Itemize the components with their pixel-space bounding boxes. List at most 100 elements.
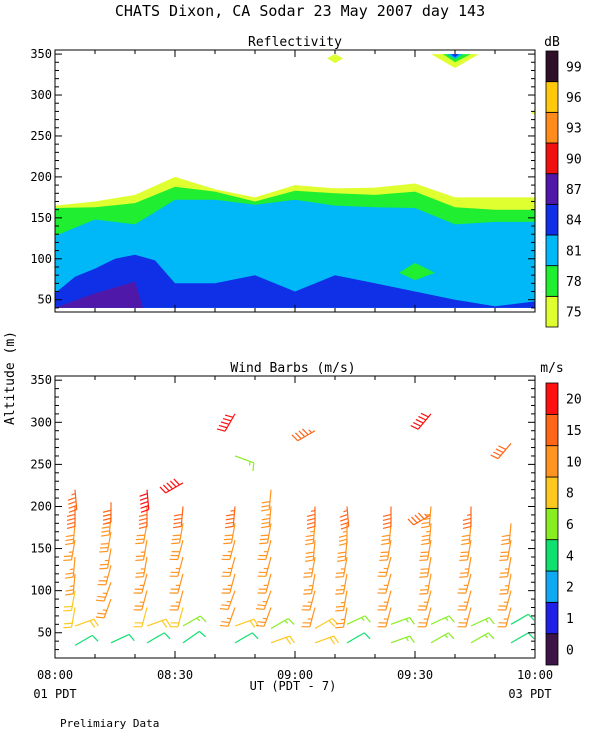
wind-barb — [173, 506, 184, 529]
wind-barb — [301, 607, 316, 628]
wind-barb-feather — [68, 501, 77, 505]
wind-barb — [419, 556, 432, 578]
wind-barb-feather — [95, 616, 105, 619]
wind-y-tick-label: 300 — [30, 415, 52, 429]
wind-barb-feather — [306, 525, 316, 530]
wind-barb-feather — [305, 559, 314, 562]
wind-barb-shaft — [229, 539, 236, 560]
wind-barb-feather — [303, 588, 313, 591]
wind-barb — [335, 573, 348, 595]
wind-barb-feather — [363, 632, 371, 640]
wind-legend-label: 8 — [566, 487, 574, 502]
reflectivity-legend-swatch — [545, 111, 559, 144]
reflectivity-legend-label: 75 — [566, 306, 582, 321]
wind-barb-feather — [165, 618, 171, 627]
wind-y-tick-label: 50 — [38, 626, 52, 640]
wind-barb-feather — [97, 612, 106, 615]
wind-legend-swatch — [545, 382, 559, 415]
wind-barb-feather — [139, 493, 148, 497]
wind-barb-shaft — [506, 540, 512, 560]
wind-barb-shaft — [74, 618, 94, 627]
wind-barb — [135, 540, 148, 562]
wind-barb — [499, 540, 512, 562]
reflectivity-legend-label: 87 — [566, 183, 582, 198]
wind-barb-shaft — [508, 523, 512, 544]
wind-barb-feather — [335, 572, 345, 574]
wind-barb — [510, 613, 535, 625]
wind-barb-feather — [410, 425, 419, 430]
wind-barb-feather — [102, 509, 112, 513]
wind-barb-feather — [289, 635, 295, 644]
reflectivity-legend-swatch — [545, 173, 559, 205]
wind-barb-feather — [447, 632, 455, 640]
wind-barb-feather — [306, 521, 316, 526]
wind-barb-feather — [461, 538, 470, 542]
reflectivity-legend-label: 78 — [566, 275, 582, 290]
wind-barb-shaft — [265, 539, 272, 560]
wind-barb — [499, 573, 512, 595]
wind-barb — [377, 590, 392, 611]
wind-barb — [421, 506, 432, 529]
wind-barb-feather — [381, 534, 391, 538]
wind-barb-feather — [462, 517, 472, 522]
wind-barb-shaft — [386, 540, 392, 560]
wind-barb-feather — [335, 622, 345, 625]
wind-barb-feather — [285, 637, 292, 645]
wind-barb-feather — [419, 555, 429, 558]
wind-barb-shaft — [497, 442, 512, 460]
wind-barb-feather — [261, 501, 271, 504]
wind-barb-feather — [459, 559, 468, 562]
wind-barb-feather — [335, 588, 345, 591]
wind-barb — [255, 590, 272, 611]
wind-barb-feather — [171, 538, 181, 541]
wind-barb-feather — [261, 504, 270, 508]
wind-barb-feather — [255, 624, 265, 627]
wind-barb-feather — [219, 607, 229, 611]
wind-barb-feather — [261, 525, 270, 529]
wind-barb — [407, 512, 432, 526]
wind-barb-shaft — [470, 632, 489, 644]
wind-barb — [314, 618, 339, 630]
wind-barb-feather — [140, 501, 149, 505]
wind-barb-feather — [199, 615, 207, 623]
wind-barb — [457, 573, 472, 594]
wind-barb-feather — [171, 542, 180, 545]
wind-barb — [381, 523, 392, 546]
wind-barb-half-feather — [310, 530, 315, 533]
reflectivity-legend: 75 78 81 84 87 90 93 96 99 — [545, 50, 582, 328]
wind-barb-shaft — [390, 635, 410, 644]
wind-barbs-y-axis: 50 100 150 200 250 300 350 — [30, 373, 535, 659]
reflectivity-legend-label: 90 — [566, 152, 582, 167]
reflectivity-legend-swatch — [545, 142, 559, 175]
wind-barb-half-feather — [196, 617, 201, 622]
wind-barb-half-feather — [466, 513, 472, 517]
wind-barb-feather — [298, 430, 306, 438]
wind-barb-shaft — [428, 523, 432, 544]
wind-barb-feather — [305, 538, 314, 542]
reflectivity-units-label: dB — [544, 35, 560, 50]
reflectivity-legend-label: 96 — [566, 91, 582, 106]
wind-barb-feather — [460, 551, 469, 554]
wind-barb — [270, 618, 295, 630]
wind-barb — [377, 607, 392, 628]
wind-barb — [95, 598, 112, 619]
wind-barb-shaft — [426, 556, 432, 577]
wind-barb-feather — [417, 512, 425, 520]
wind-barb-feather — [382, 513, 392, 518]
wind-barb-feather — [338, 542, 348, 546]
reflectivity-legend-swatch — [545, 265, 559, 297]
wind-barb-feather — [65, 542, 74, 546]
wind-legend-swatch — [545, 601, 559, 635]
wind-barb-feather — [527, 613, 535, 621]
wind-barb-shaft — [465, 590, 472, 611]
wind-legend-label: 2 — [566, 581, 574, 596]
wind-barb — [301, 590, 316, 611]
wind-barb-shaft — [263, 590, 272, 610]
wind-barb — [221, 556, 236, 577]
wind-barb-feather — [138, 513, 148, 518]
wind-barb-half-feather — [444, 634, 449, 639]
wind-barb-shaft — [342, 590, 348, 611]
wind-barb-feather — [419, 559, 428, 562]
wind-barb-feather — [337, 551, 347, 554]
